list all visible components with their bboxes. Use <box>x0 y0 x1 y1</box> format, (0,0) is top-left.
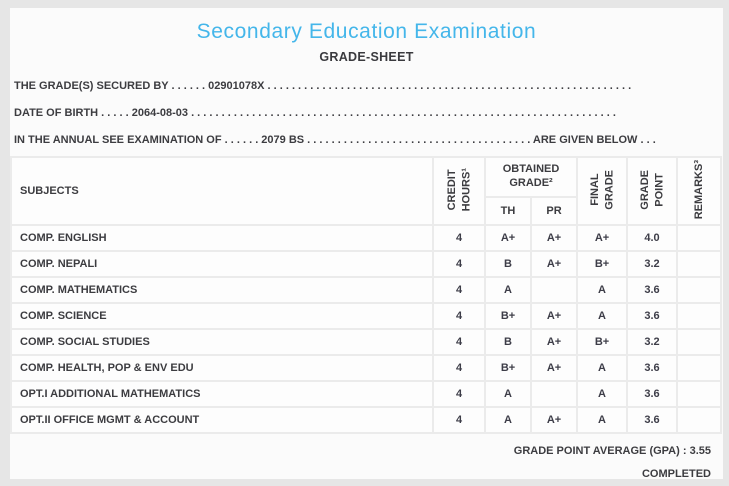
credit-hours-cell: 4 <box>434 226 484 250</box>
subject-cell: OPT.I ADDITIONAL MATHEMATICS <box>12 382 432 406</box>
date-of-birth-line: DATE OF BIRTH . . . . . 2064-08-03 . . .… <box>14 107 616 119</box>
final-grade-cell: A <box>578 356 627 380</box>
pr-grade-cell: A+ <box>532 304 577 328</box>
th-grade-cell: A+ <box>486 226 530 250</box>
subject-cell: COMP. SCIENCE <box>12 304 432 328</box>
remarks-cell <box>678 356 721 380</box>
remarks-cell <box>678 226 721 250</box>
th-grade-cell: B <box>486 252 530 276</box>
remarks-cell <box>678 252 721 276</box>
grade-sheet-panel: Secondary Education Examination GRADE-SH… <box>10 8 723 479</box>
grade-point-cell: 4.0 <box>628 226 677 250</box>
grade-point-cell: 3.6 <box>628 278 677 302</box>
credit-hours-cell: 4 <box>434 408 484 432</box>
final-grade-label: FINAL GRADE <box>588 169 616 210</box>
th-grade-cell: B <box>486 330 530 354</box>
page-title: Secondary Education Examination <box>196 20 537 43</box>
credit-hours-cell: 4 <box>434 252 484 276</box>
final-grade-cell: A <box>578 408 627 432</box>
pr-grade-cell: A+ <box>532 330 577 354</box>
col-header-remarks: REMARKS³ <box>678 158 721 224</box>
student-info-block: THE GRADE(S) SECURED BY . . . . . . 0290… <box>10 73 723 154</box>
th-grade-cell: A <box>486 382 530 406</box>
table-row: OPT.I ADDITIONAL MATHEMATICS 4 A A 3.6 <box>12 382 721 406</box>
credit-hours-label: CREDIT HOURS¹ <box>445 167 472 212</box>
table-row: COMP. MATHEMATICS 4 A A 3.6 <box>12 278 721 302</box>
pr-grade-cell: A+ <box>532 356 577 380</box>
obtained-grade-label: OBTAINED GRADE² <box>502 163 560 189</box>
grade-point-cell: 3.6 <box>628 356 677 380</box>
subject-cell: COMP. MATHEMATICS <box>12 278 432 302</box>
pr-grade-cell <box>532 382 577 406</box>
col-header-subjects: SUBJECTS <box>12 158 432 224</box>
pr-grade-cell: A+ <box>532 408 577 432</box>
table-row: COMP. SCIENCE 4 B+ A+ A 3.6 <box>12 304 721 328</box>
subject-cell: COMP. HEALTH, POP & ENV EDU <box>12 356 432 380</box>
grade-point-label: GRADE POINT <box>638 169 666 210</box>
subject-cell: COMP. NEPALI <box>12 252 432 276</box>
grade-point-cell: 3.6 <box>628 408 677 432</box>
remarks-cell <box>678 382 721 406</box>
subject-cell: COMP. SOCIAL STUDIES <box>12 330 432 354</box>
final-grade-cell: B+ <box>578 252 627 276</box>
table-row: COMP. NEPALI 4 B A+ B+ 3.2 <box>12 252 721 276</box>
col-header-final-grade: FINAL GRADE <box>578 158 627 224</box>
pr-grade-cell <box>532 278 577 302</box>
gpa-label: GRADE POINT AVERAGE (GPA) : <box>513 445 687 457</box>
final-grade-cell: A <box>578 278 627 302</box>
summary-footer: GRADE POINT AVERAGE (GPA) : 3.55 COMPLET… <box>10 444 723 479</box>
table-row: COMP. SOCIAL STUDIES 4 B A+ B+ 3.2 <box>12 330 721 354</box>
th-grade-cell: A <box>486 408 530 432</box>
examination-year-line: IN THE ANNUAL SEE EXAMINATION OF . . . .… <box>14 134 656 146</box>
col-header-credit-hours: CREDIT HOURS¹ <box>434 158 484 224</box>
pr-grade-cell: A+ <box>532 226 577 250</box>
credit-hours-cell: 4 <box>434 330 484 354</box>
col-header-pr: PR <box>532 198 577 224</box>
th-grade-cell: B+ <box>486 356 530 380</box>
status-text: COMPLETED <box>641 468 711 479</box>
final-grade-cell: A <box>578 382 627 406</box>
table-row: OPT.II OFFICE MGMT & ACCOUNT 4 A A+ A 3.… <box>12 408 721 432</box>
final-grade-cell: A+ <box>578 226 627 250</box>
secured-by-line: THE GRADE(S) SECURED BY . . . . . . 0290… <box>14 80 632 92</box>
subject-cell: OPT.II OFFICE MGMT & ACCOUNT <box>12 408 432 432</box>
credit-hours-cell: 4 <box>434 304 484 328</box>
sheet-subtitle: GRADE-SHEET <box>319 50 414 64</box>
remarks-cell <box>678 278 721 302</box>
credit-hours-cell: 4 <box>434 278 484 302</box>
col-header-obtained-grade: OBTAINED GRADE² <box>486 158 577 196</box>
th-grade-cell: B+ <box>486 304 530 328</box>
remarks-cell <box>678 408 721 432</box>
grade-point-cell: 3.6 <box>628 304 677 328</box>
final-grade-cell: A <box>578 304 627 328</box>
pr-grade-cell: A+ <box>532 252 577 276</box>
table-row: COMP. HEALTH, POP & ENV EDU 4 B+ A+ A 3.… <box>12 356 721 380</box>
grade-point-cell: 3.2 <box>628 252 677 276</box>
table-row: COMP. ENGLISH 4 A+ A+ A+ 4.0 <box>12 226 721 250</box>
gpa-value: 3.55 <box>689 445 711 457</box>
grades-table: SUBJECTS CREDIT HOURS¹ OBTAINED GRADE² F… <box>10 156 723 434</box>
col-header-th: TH <box>486 198 530 224</box>
th-grade-cell: A <box>486 278 530 302</box>
gpa-line: GRADE POINT AVERAGE (GPA) : 3.55 <box>10 444 723 458</box>
subject-cell: COMP. ENGLISH <box>12 226 432 250</box>
col-header-grade-point: GRADE POINT <box>628 158 677 224</box>
final-grade-cell: B+ <box>578 330 627 354</box>
grade-point-cell: 3.6 <box>628 382 677 406</box>
credit-hours-cell: 4 <box>434 382 484 406</box>
remarks-cell <box>678 304 721 328</box>
credit-hours-cell: 4 <box>434 356 484 380</box>
grade-point-cell: 3.2 <box>628 330 677 354</box>
remarks-label: REMARKS³ <box>692 159 705 220</box>
remarks-cell <box>678 330 721 354</box>
